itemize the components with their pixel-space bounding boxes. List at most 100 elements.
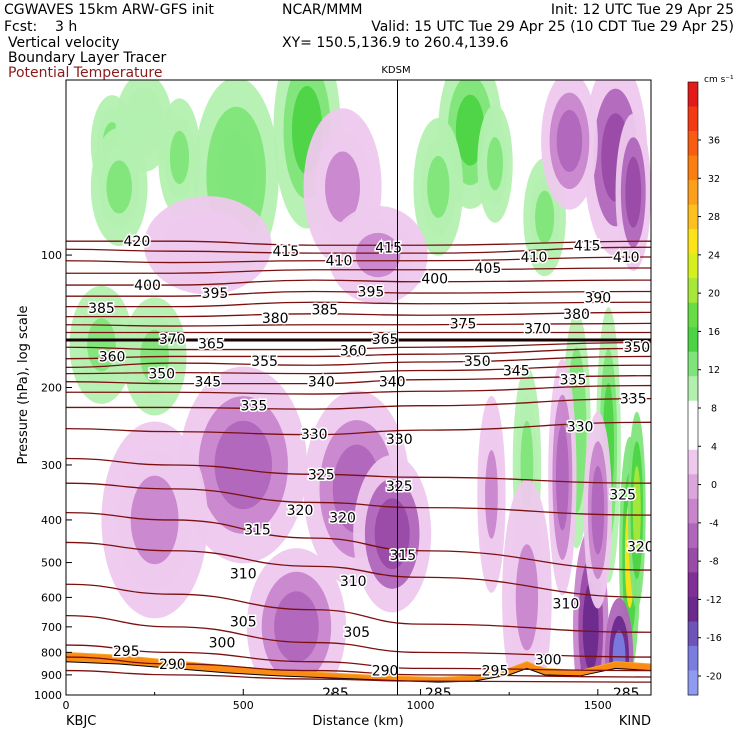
contour-label-55: 290	[159, 657, 186, 673]
colorbar-swatch-11	[688, 351, 698, 377]
w-blob-22-2	[355, 232, 401, 278]
contour-label-53: 295	[113, 644, 140, 660]
w-blob-27-2	[274, 591, 319, 663]
w-blob-21-2	[179, 223, 237, 268]
colorbar-label-0: 36	[708, 136, 720, 147]
y-tick-label-500: 500	[41, 557, 62, 570]
y-tick-label-200: 200	[41, 382, 62, 395]
contour-label-8: 400	[134, 278, 161, 294]
colorbar-label-14: -20	[706, 672, 722, 683]
contour-label-7: 405	[475, 261, 502, 277]
colorbar-frame	[687, 81, 699, 696]
contour-label-54: 295	[482, 664, 509, 680]
y-tick-label-400: 400	[41, 514, 62, 527]
contour-label-35: 330	[301, 427, 328, 443]
contour-label-15: 380	[262, 311, 289, 327]
theta-contour-390	[66, 301, 651, 308]
colorbar-swatch-21	[688, 596, 698, 622]
theta-contour-380	[66, 322, 651, 327]
colorbar-label-11: -8	[709, 557, 718, 568]
contour-label-26: 350	[464, 354, 491, 370]
colorbar-unit: cm s⁻¹	[704, 75, 734, 85]
contour-label-18: 370	[159, 332, 186, 348]
theta-contour-355	[66, 355, 651, 369]
y-tick-label-100: 100	[41, 249, 62, 262]
w-blob-19-2	[556, 109, 583, 172]
colorbar-swatch-2	[688, 131, 698, 157]
colorbar-swatch-10	[688, 327, 698, 353]
contour-label-40: 325	[609, 487, 636, 503]
colorbar-label-7: 8	[711, 404, 717, 415]
w-blob-31-2	[555, 424, 569, 531]
contour-label-57: 285	[322, 686, 349, 702]
contour-label-59: 285	[613, 686, 640, 702]
y-tick-label-1000: 1000	[34, 689, 62, 702]
colorbar-swatch-24	[688, 670, 698, 696]
contour-label-2: 415	[375, 240, 402, 256]
vertical-velocity-field	[69, 80, 651, 695]
w-blob-23-2	[214, 420, 272, 510]
contour-label-48: 310	[553, 597, 580, 613]
contour-label-21: 365	[372, 332, 399, 348]
theta-contour-415	[66, 246, 651, 254]
contour-label-1: 415	[272, 244, 299, 260]
right-station-label: KIND	[619, 714, 651, 729]
contour-label-47: 310	[340, 574, 367, 590]
w-blob-28-2	[515, 544, 539, 651]
terrain-fill	[66, 661, 651, 695]
x-tick-label-1000: 1000	[407, 699, 435, 712]
w-blob-2-2	[169, 130, 190, 185]
theta-contour-360	[66, 347, 651, 360]
colorbar-swatch-22	[688, 621, 698, 647]
contour-label-20: 365	[198, 337, 225, 353]
w-blob-7-2	[487, 137, 503, 191]
contour-label-29: 345	[503, 364, 530, 380]
contour-label-5: 410	[521, 250, 548, 266]
header-forecast: Fcst: 3 h	[4, 19, 78, 35]
colorbar-swatch-14	[688, 425, 698, 451]
header-org: NCAR/MMM	[282, 2, 363, 18]
contour-label-12: 390	[584, 291, 611, 307]
contour-label-37: 330	[567, 419, 594, 435]
contour-label-10: 395	[202, 286, 229, 302]
contour-label-45: 315	[389, 548, 416, 564]
contour-label-46: 310	[230, 567, 257, 583]
theta-contour-310	[66, 541, 651, 599]
colorbar-swatch-19	[688, 547, 698, 573]
contour-label-41: 320	[287, 503, 314, 519]
theta-contour-405	[66, 267, 651, 274]
contour-label-19: 370	[524, 322, 551, 338]
x-tick-label-0: 0	[63, 699, 70, 712]
header-xy: XY= 150.5,136.9 to 260.4,139.6	[282, 35, 509, 51]
colorbar-label-1: 32	[708, 174, 720, 185]
colorbar-swatch-23	[688, 645, 698, 671]
x-axis-ticks: 0 500 1000 1500	[63, 689, 612, 712]
theta-contour-285	[66, 669, 651, 683]
y-tick-label-600: 600	[41, 591, 62, 604]
w-blob-15-2	[632, 465, 641, 555]
colorbar-label-5: 16	[708, 327, 720, 338]
colorbar-swatch-17	[688, 498, 698, 524]
y-tick-label-700: 700	[41, 621, 62, 634]
contour-label-43: 320	[627, 540, 654, 556]
theta-contour-350	[66, 364, 651, 375]
w-blob-9-2	[535, 190, 555, 244]
contour-label-49: 305	[230, 614, 257, 630]
theta-contour-420	[66, 240, 651, 246]
contour-label-31: 340	[379, 375, 406, 391]
contour-label-42: 320	[329, 511, 356, 527]
theta-contour-400	[66, 279, 651, 286]
contour-label-25: 355	[251, 354, 278, 370]
w-blob-8-2	[427, 155, 450, 218]
contour-label-44: 315	[244, 522, 271, 538]
field-potential-temperature: Potential Temperature	[8, 65, 163, 81]
contour-label-14: 385	[311, 303, 338, 319]
field-boundary-layer-tracer: Boundary Layer Tracer	[8, 50, 167, 66]
contour-label-33: 335	[241, 399, 268, 415]
x-tick-label-500: 500	[233, 699, 254, 712]
y-axis-label: Pressure (hPa), log scale	[16, 306, 31, 465]
w-blob-20-2	[324, 151, 361, 223]
contour-label-24: 350	[623, 340, 650, 356]
